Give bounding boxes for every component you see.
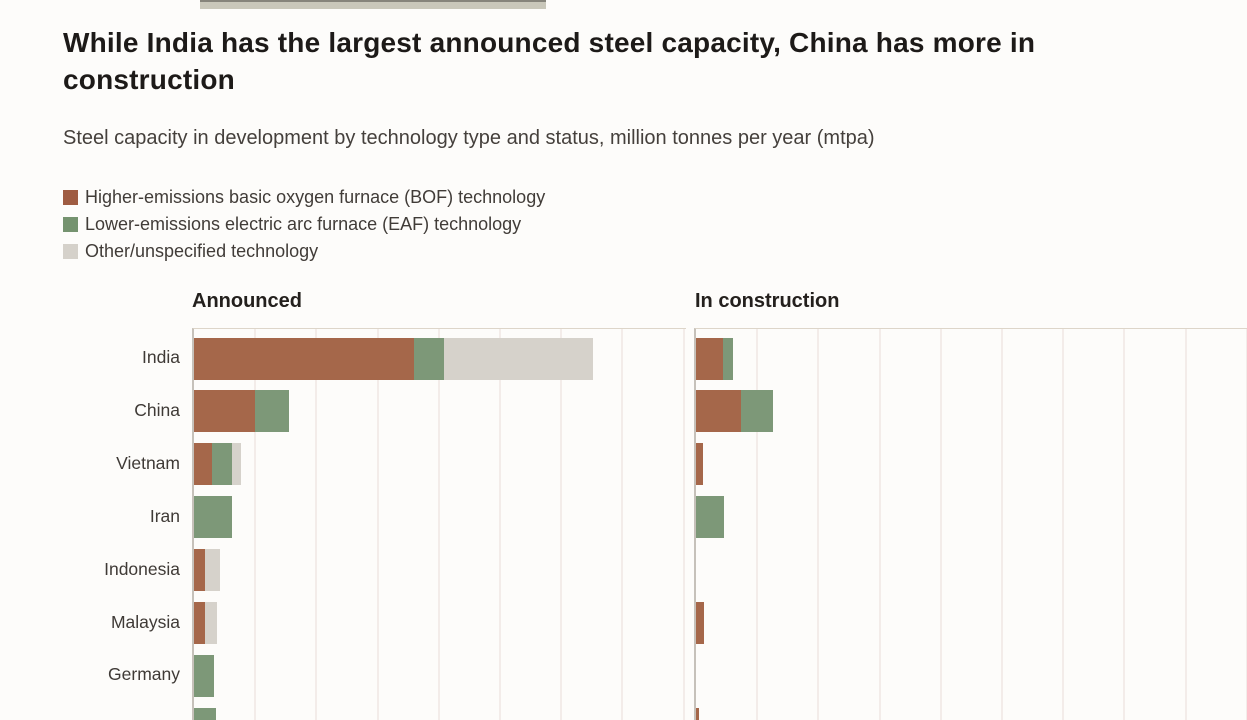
bar-segment-eaf [194,496,232,539]
gridline [621,329,624,720]
gridline [1123,329,1126,720]
category-label: Malaysia [110,611,180,632]
bar-segment-eaf [741,390,774,433]
chart-title: While India has the largest announced st… [63,27,1036,95]
cropped-top-edge-fragment [200,0,546,9]
bar-segment-bof [696,337,723,380]
legend: Higher-emissions basic oxygen furnace (B… [63,184,545,265]
panel-header-announced: Announced [192,290,302,312]
category-label: Indonesia [104,558,180,579]
bar-segment-other [231,443,241,486]
category-label: India [142,347,180,367]
bar-segment-eaf [255,390,290,433]
gridline [1062,329,1065,720]
legend-label: Lower-emissions electric arc furnace (EA… [85,214,522,234]
legend-swatch-other [63,244,78,259]
bar-segment-bof [696,602,705,644]
legend-item-other: Other/unspecified technology [63,238,545,265]
legend-item-eaf: Lower-emissions electric arc furnace (EA… [63,211,545,238]
bar-segment-eaf [212,443,232,486]
bar-segment-other [443,337,593,380]
category-label: Vietnam [116,452,180,473]
gridline [878,329,881,720]
bar-segment-bof [696,390,742,433]
gridline [376,329,379,720]
legend-swatch-eaf [63,217,78,232]
legend-swatch-bof [63,190,78,205]
bar-segment-eaf [414,337,444,380]
bar-segment-eaf [696,496,725,539]
gridline [1001,329,1003,720]
category-label: Germany [108,664,180,685]
bar-segment-other [205,549,220,592]
panel-header-in-construction: In construction [695,290,840,312]
chart-subtitle: Steel capacity in development by technol… [63,127,875,149]
legend-label: Higher-emissions basic oxygen furnace (B… [85,187,546,207]
legend-item-bof: Higher-emissions basic oxygen furnace (B… [63,184,545,211]
bar-segment-bof [194,602,206,644]
bar-segment-other [205,602,218,644]
bar-segment-bof [194,443,213,486]
panel-announced [192,328,686,720]
bar-segment-bof [194,337,415,380]
gridline [1184,329,1187,720]
gridline [1245,329,1247,720]
panel-in-construction [694,328,1247,720]
gridline [499,329,501,720]
bar-segment-bof [696,443,704,486]
bar-segment-bof [696,707,699,720]
gridline [756,329,759,720]
gridline [437,329,440,720]
bar-segment-eaf [194,707,217,720]
bar-segment-bof [194,549,206,592]
category-label: China [134,399,180,420]
gridline [682,329,685,720]
bar-segment-eaf [194,654,214,697]
bar-segment-bof [194,390,256,433]
bar-segment-eaf [722,337,733,380]
gridline [817,329,820,720]
category-label: Iran [149,505,180,526]
gridline [939,329,942,720]
gridline [254,329,257,720]
gridline [315,329,318,720]
legend-label: Other/unspecified technology [85,241,319,261]
gridline [560,329,563,720]
